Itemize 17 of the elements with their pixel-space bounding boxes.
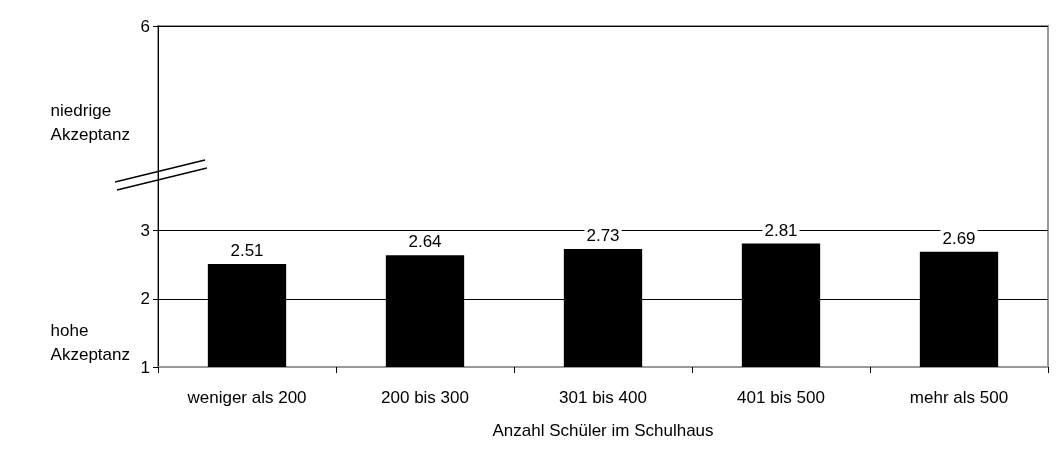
data-label: 2.69	[942, 228, 976, 248]
y-tick-label: 3	[140, 221, 150, 241]
y-tick-label: 2	[140, 289, 150, 309]
x-tick-label: 301 bis 400	[559, 388, 647, 407]
text: niedrige Akzeptanz	[50, 100, 131, 144]
data-label: 2.73	[586, 226, 620, 246]
x-tick-label: mehr als 500	[909, 388, 1009, 407]
x-axis-title: Anzahl Schüler im Schulhaus	[492, 421, 714, 440]
data-label: 2.64	[408, 232, 442, 252]
x-tick-label: weniger als 200	[186, 388, 307, 407]
y-tick-label: 1	[140, 357, 150, 377]
x-tick-label: 401 bis 500	[737, 388, 825, 407]
y-tick-label: 6	[140, 16, 150, 36]
data-label: 2.81	[764, 220, 798, 240]
x-tick-label: 200 bis 300	[381, 388, 469, 407]
text: hohe Akzeptanz	[50, 320, 131, 364]
data-label: 2.51	[230, 241, 264, 261]
